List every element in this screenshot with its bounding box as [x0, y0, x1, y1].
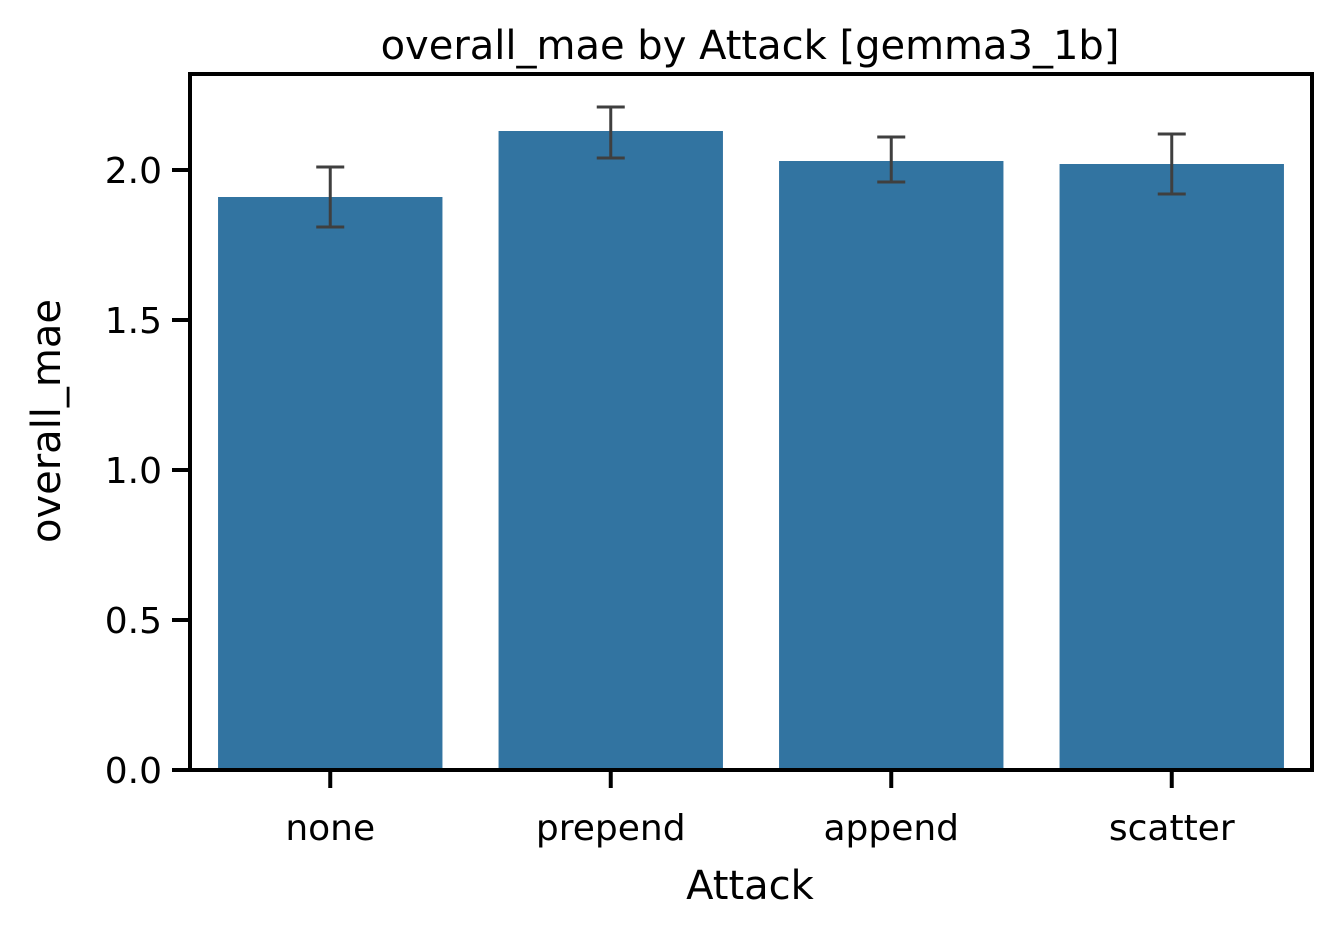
x-tick-label-append: append: [823, 808, 959, 849]
x-tick-label-prepend: prepend: [536, 808, 686, 849]
plot-area: none prepend append scatter 0.0 0.5 1.0 1.5 2.0: [105, 72, 1314, 849]
y-tick-label-2: 1.0: [105, 451, 162, 492]
plot-frame: [188, 72, 1314, 772]
y-tick-label-4: 2.0: [105, 151, 162, 192]
y-tick-label-0: 0.0: [105, 751, 162, 792]
x-axis-label: Attack: [686, 863, 815, 909]
y-tick-label-1: 0.5: [105, 601, 162, 642]
y-axis-label: overall_mae: [24, 299, 70, 543]
x-tick-label-none: none: [285, 808, 375, 849]
bar-none: [218, 197, 443, 770]
bar-scatter: [1059, 164, 1284, 770]
chart-title: overall_mae by Attack [gemma3_1b]: [381, 23, 1120, 69]
bar-prepend: [498, 131, 723, 770]
y-tick-label-3: 1.5: [105, 301, 162, 342]
bar-append: [779, 161, 1004, 770]
x-tick-label-scatter: scatter: [1109, 808, 1235, 849]
